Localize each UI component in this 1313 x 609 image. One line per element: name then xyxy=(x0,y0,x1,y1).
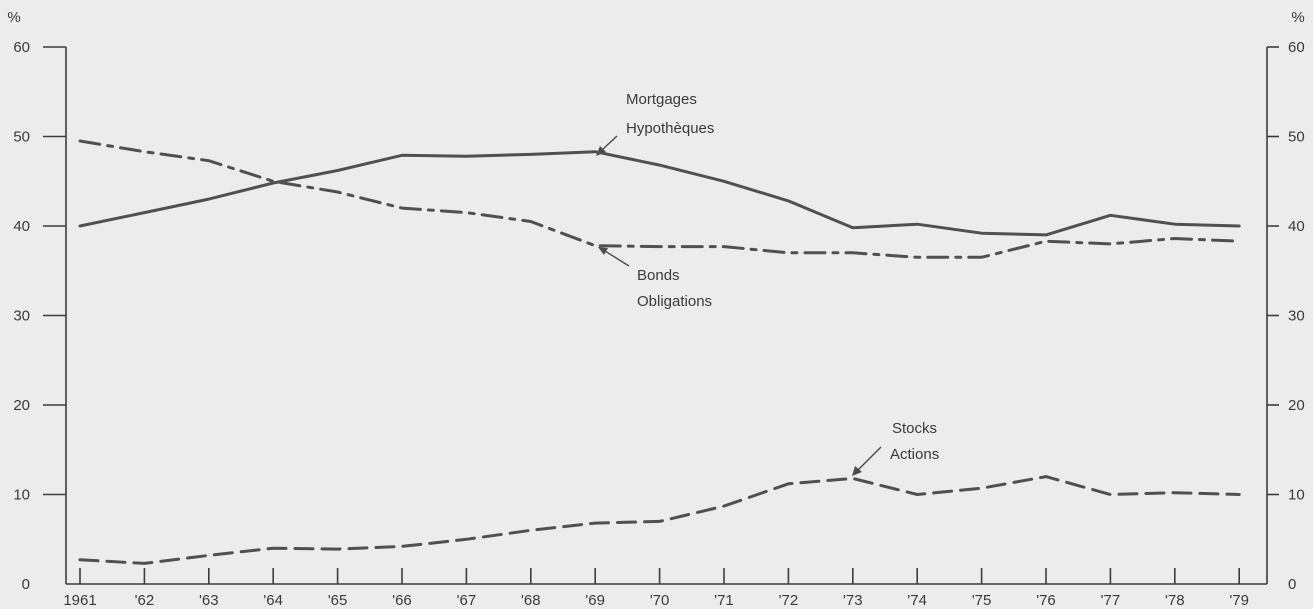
x-tick-label: '76 xyxy=(1036,592,1056,609)
x-tick-label: '70 xyxy=(650,592,670,609)
x-tick-label: '73 xyxy=(843,592,863,609)
bonds-label-fr: Obligations xyxy=(637,293,712,310)
x-tick-label: '67 xyxy=(457,592,477,609)
stocks-pointer xyxy=(852,446,882,476)
x-tick-label: '65 xyxy=(328,592,348,609)
left-y-tick-label: 20 xyxy=(13,397,30,414)
x-tick-label: '71 xyxy=(714,592,734,609)
axes: 0 0 10 10 20 20 30 30 40 40 50 50 60 60 1961 '62 '63 '64 '… xyxy=(13,39,1304,609)
right-y-tick-label: 30 xyxy=(1288,308,1305,325)
right-y-tick-label: 10 xyxy=(1288,487,1305,504)
stocks-label-fr: Actions xyxy=(890,446,939,463)
mortgages-line xyxy=(78,150,1241,237)
x-tick-label: '69 xyxy=(585,592,605,609)
x-tick-label: '78 xyxy=(1165,592,1185,609)
left-y-tick-label: 0 xyxy=(22,576,30,593)
stocks-line xyxy=(78,475,1241,565)
bonds-label-en: Bonds xyxy=(637,267,680,284)
right-y-tick-label: 40 xyxy=(1288,218,1305,235)
bonds-pointer xyxy=(598,247,630,267)
x-tick-label: '62 xyxy=(135,592,155,609)
mortgages-label-en: Mortgages xyxy=(626,91,697,108)
left-y-tick-label: 30 xyxy=(13,308,30,325)
x-tick-label: '66 xyxy=(392,592,412,609)
right-unit-label: % xyxy=(1291,9,1304,26)
left-y-tick-label: 60 xyxy=(13,39,30,56)
x-tick-label: '63 xyxy=(199,592,219,609)
stocks-label-en: Stocks xyxy=(892,420,937,437)
x-tick-label: '77 xyxy=(1101,592,1121,609)
left-unit-label: % xyxy=(7,9,20,26)
x-tick-label: '74 xyxy=(907,592,927,609)
stocks-label: Stocks Actions xyxy=(890,420,939,463)
x-tick-label: 1961 xyxy=(63,592,96,609)
x-tick-label: '72 xyxy=(779,592,799,609)
mortgages-label: Mortgages Hypothèques xyxy=(626,91,714,137)
right-y-tick-label: 0 xyxy=(1288,576,1296,593)
bonds-line xyxy=(78,139,1241,259)
left-y-tick-label: 40 xyxy=(13,218,30,235)
left-y-tick-label: 50 xyxy=(13,129,30,146)
x-tick-label: '75 xyxy=(972,592,992,609)
x-tick-label: '79 xyxy=(1229,592,1249,609)
mortgages-label-fr: Hypothèques xyxy=(626,120,714,137)
bonds-label: Bonds Obligations xyxy=(637,267,712,310)
right-y-tick-label: 20 xyxy=(1288,397,1305,414)
x-tick-label: '64 xyxy=(263,592,283,609)
right-y-tick-label: 50 xyxy=(1288,129,1305,146)
right-y-tick-label: 60 xyxy=(1288,39,1305,56)
left-y-tick-label: 10 xyxy=(13,487,30,504)
x-tick-label: '68 xyxy=(521,592,541,609)
